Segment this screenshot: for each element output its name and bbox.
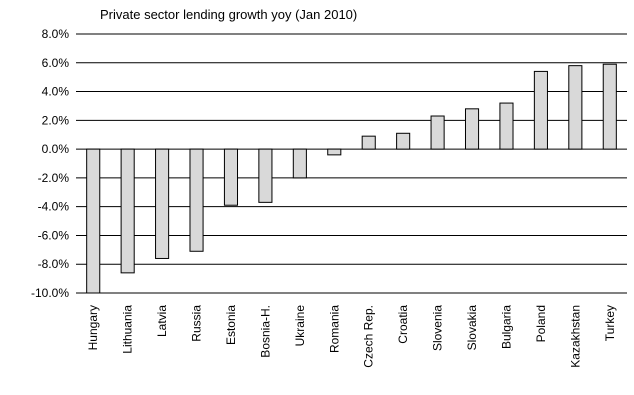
- bar: [327, 148, 342, 156]
- x-tick-label: Ukraine: [293, 305, 307, 347]
- x-tick-label: Croatia: [396, 305, 410, 344]
- bar: [120, 148, 135, 274]
- bar: [361, 135, 376, 150]
- bar: [155, 148, 170, 259]
- bar: [189, 148, 204, 252]
- x-tick-label: Romania: [327, 305, 341, 353]
- x-tick-label: Slovenia: [431, 305, 445, 351]
- bar: [499, 102, 514, 150]
- bar: [602, 63, 617, 150]
- bar: [430, 115, 445, 150]
- y-tick-label: 8.0%: [42, 27, 70, 41]
- bar: [292, 148, 307, 179]
- y-tick-label: 6.0%: [42, 56, 70, 70]
- x-tick-label: Russia: [190, 305, 204, 342]
- x-tick-label: Turkey: [603, 305, 617, 341]
- y-tick-label: 2.0%: [42, 113, 70, 127]
- y-tick-label: -8.0%: [38, 257, 70, 271]
- y-tick-label: 0.0%: [42, 142, 70, 156]
- bar: [464, 108, 480, 150]
- x-tick-label: Czech Rep.: [362, 305, 376, 368]
- y-tick-label: -6.0%: [38, 228, 70, 242]
- x-tick-label: Lithuania: [121, 305, 135, 354]
- y-tick-label: -2.0%: [38, 171, 70, 185]
- x-tick-label: Kazakhstan: [568, 305, 582, 368]
- bar: [86, 148, 101, 294]
- x-tick-label: Bulgaria: [499, 305, 513, 349]
- x-tick-label: Bosnia-H.: [258, 305, 272, 358]
- bar: [258, 148, 273, 203]
- chart-title: Private sector lending growth yoy (Jan 2…: [100, 7, 358, 22]
- x-tick-label: Slovakia: [465, 305, 479, 351]
- x-tick-label: Latvia: [155, 305, 169, 337]
- bar: [568, 65, 583, 150]
- y-tick-label: 4.0%: [42, 85, 70, 99]
- bar: [223, 148, 239, 206]
- x-tick-label: Estonia: [224, 305, 238, 345]
- x-tick-label: Poland: [534, 305, 548, 342]
- bar: [396, 132, 411, 150]
- y-tick-label: -10.0%: [31, 286, 69, 300]
- x-tick-label: Hungary: [86, 305, 100, 350]
- y-tick-label: -4.0%: [38, 200, 70, 214]
- bar: [533, 70, 548, 150]
